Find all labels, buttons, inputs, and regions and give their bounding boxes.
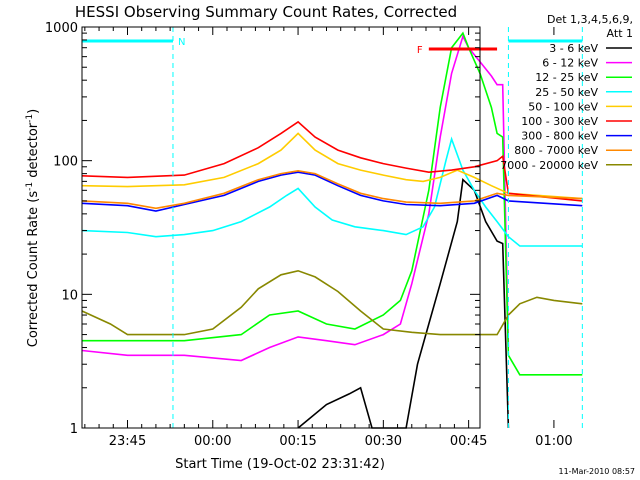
y-label-part-2: detector xyxy=(26,122,41,182)
plot-frame xyxy=(81,26,481,429)
legend-label-9: 7000 - 20000 keV xyxy=(500,159,598,172)
y-tick-label-3: 100 xyxy=(53,155,78,170)
x-axis-label: Start Time (19-Oct-02 23:31:42) xyxy=(175,457,385,472)
axes: 23:45 00:00 00:15 00:30 00:45 01:00 1 10 100 1000 xyxy=(45,21,573,449)
y-tick-label-1: 1 xyxy=(70,422,78,437)
y-tick-label-2: 10 xyxy=(61,288,78,303)
series-line-5 xyxy=(81,132,583,200)
flare-bar-label: F xyxy=(417,45,423,56)
plot-area xyxy=(81,31,583,429)
legend: Det 1,3,4,5,6,9,Att 1 3 - 6 keV 6 - 12 keV… xyxy=(500,13,633,172)
y-label-part-3: ) xyxy=(26,109,41,114)
x-tick-label-5: 00:45 xyxy=(450,434,487,449)
legend-label-8: 800 - 7000 keV xyxy=(514,144,598,157)
series-line-7 xyxy=(81,171,583,212)
series-line-6 xyxy=(81,120,583,202)
legend-header-line-1: Det 1,3,4,5,6,9, xyxy=(547,13,633,26)
x-tick-label-4: 00:30 xyxy=(365,434,402,449)
x-tick-label-3: 00:15 xyxy=(279,434,316,449)
annotations: NF xyxy=(82,27,583,428)
night-bar-label: N xyxy=(178,37,185,48)
y-label-part-1: Corrected Count Rate (s xyxy=(26,191,41,348)
legend-label-5: 50 - 100 keV xyxy=(528,100,598,113)
legend-label-2: 6 - 12 keV xyxy=(542,57,598,70)
series-line-2 xyxy=(81,34,510,362)
legend-label-6: 100 - 300 keV xyxy=(521,115,598,128)
series-line-3 xyxy=(82,31,583,376)
y-label-sup-1: -1 xyxy=(25,182,35,191)
legend-label-4: 25 - 50 keV xyxy=(535,86,598,99)
series-line-9 xyxy=(81,269,583,336)
x-tick-label-2: 00:00 xyxy=(194,434,231,449)
legend-header-line-2: Att 1 xyxy=(607,27,633,40)
series-line-8 xyxy=(81,169,583,210)
chart-title: HESSI Observing Summary Count Rates, Cor… xyxy=(75,3,457,21)
x-tick-label-1: 23:45 xyxy=(109,434,146,449)
y-label-sup-2: -1 xyxy=(25,114,35,123)
legend-label-1: 3 - 6 keV xyxy=(549,42,598,55)
y-tick-label-4: 1000 xyxy=(45,21,78,36)
series-line-1 xyxy=(297,178,510,429)
legend-label-7: 300 - 800 keV xyxy=(521,130,598,143)
series-line-4 xyxy=(81,136,583,247)
legend-label-3: 12 - 25 keV xyxy=(535,71,598,84)
footer-timestamp: 11-Mar-2010 08:57 xyxy=(559,467,636,476)
y-axis-label: Corrected Count Rate (s-1 detector-1) xyxy=(25,109,41,347)
x-tick-label-6: 01:00 xyxy=(535,434,572,449)
